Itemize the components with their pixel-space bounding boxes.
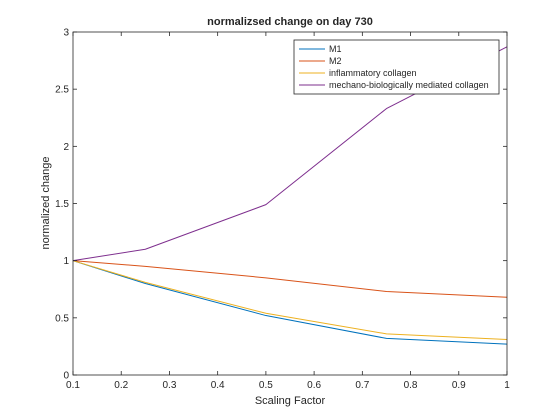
y-axis-label: normalized change	[40, 157, 52, 250]
x-tick-label: 0.5	[259, 380, 273, 391]
legend-label-1: M1	[329, 44, 342, 54]
series-line-2	[72, 260, 508, 298]
legend-label-2: M2	[329, 56, 342, 66]
x-tick-label: 0.8	[404, 380, 418, 391]
series-line-1	[72, 260, 508, 345]
x-tick-label: 0.2	[114, 380, 128, 391]
x-tick-label: 0.1	[66, 380, 80, 391]
x-tick-label: 0.3	[162, 380, 176, 391]
x-tick-label: 0.6	[307, 380, 321, 391]
ticks-layer: 0.1 0.2 0.3 0.4 0.5 0.6 0.7 0.8 0.9 1 0 0.5 1 1.5 2 2.5…	[55, 28, 510, 392]
legend-label-4: mechano-biologically mediated collagen	[329, 80, 489, 90]
legend: M1 M2 inflammatory collagen mechano-biologi…	[293, 39, 500, 95]
y-tick-label: 0.5	[55, 313, 69, 324]
legend-box	[293, 39, 500, 95]
x-tick-label: 1	[504, 380, 510, 391]
chart-title: normalizsed change on day 730	[207, 16, 373, 28]
legend-label-3: inflammatory collagen	[329, 68, 417, 78]
y-tick-label: 2.5	[55, 85, 69, 96]
y-tick-label: 2	[63, 142, 69, 153]
x-axis-label: Scaling Factor	[255, 395, 326, 407]
x-tick-label: 0.4	[211, 380, 225, 391]
x-tick-label: 0.9	[452, 380, 466, 391]
y-tick-label: 1	[63, 256, 69, 267]
y-tick-label: 0	[63, 371, 69, 382]
series-line-3	[72, 260, 508, 341]
y-tick-label: 1.5	[55, 199, 69, 210]
x-tick-label: 0.7	[355, 380, 369, 391]
y-tick-label: 3	[63, 28, 69, 39]
